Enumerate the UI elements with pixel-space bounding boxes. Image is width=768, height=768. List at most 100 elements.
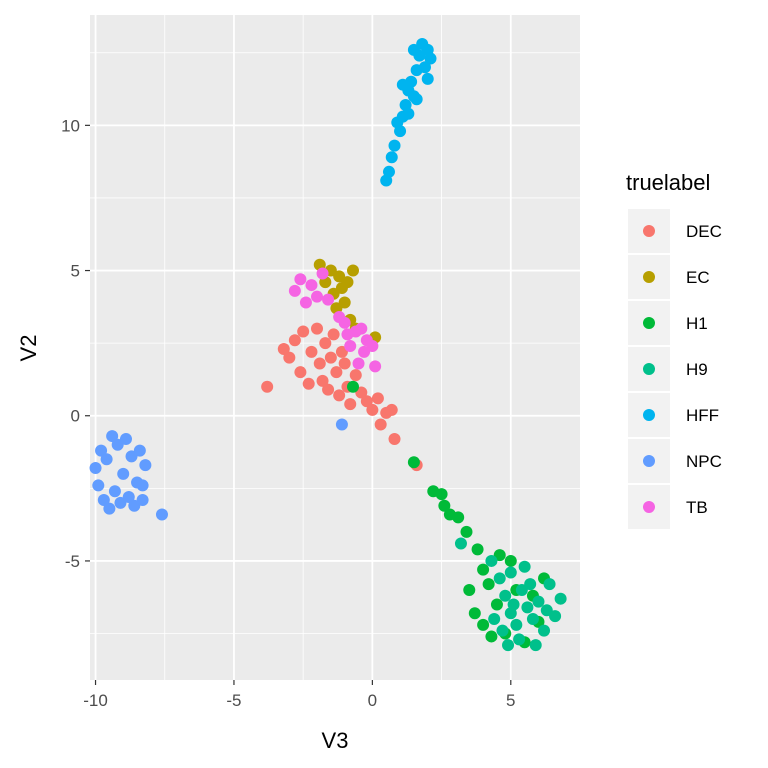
data-point (510, 618, 523, 631)
data-point (97, 493, 110, 506)
data-point (391, 116, 404, 129)
data-point (95, 444, 108, 457)
data-point (355, 322, 368, 335)
data-point (366, 403, 379, 416)
data-point (493, 549, 506, 562)
series-tb (288, 267, 382, 373)
series-hff (380, 38, 437, 187)
legend-swatch-tb (643, 501, 655, 513)
data-point (549, 610, 562, 623)
legend-label-dec: DEC (686, 222, 722, 241)
data-point (396, 78, 409, 91)
data-point (532, 595, 545, 608)
legend-label-hff: HFF (686, 406, 719, 425)
data-point (333, 270, 346, 283)
data-point (106, 430, 119, 443)
data-point (374, 418, 387, 431)
data-point (294, 366, 307, 379)
data-point (463, 583, 476, 596)
data-point (114, 496, 127, 509)
series-h1 (346, 380, 551, 649)
data-point (538, 624, 551, 637)
data-point (338, 357, 351, 370)
legend-swatch-h9 (643, 363, 655, 375)
data-point (477, 618, 490, 631)
legend-label-h1: H1 (686, 314, 708, 333)
data-point (311, 322, 324, 335)
data-point (540, 604, 553, 617)
data-point (313, 357, 326, 370)
data-point (521, 601, 534, 614)
data-points (89, 38, 567, 652)
data-point (330, 366, 343, 379)
data-point (261, 380, 274, 393)
data-point (496, 624, 509, 637)
legend-label-npc: NPC (686, 452, 722, 471)
data-point (133, 444, 146, 457)
data-point (283, 351, 296, 364)
data-point (302, 377, 315, 390)
data-point (518, 560, 531, 573)
data-point (349, 369, 362, 382)
data-point (524, 578, 537, 591)
data-point (277, 342, 290, 355)
data-point (100, 453, 113, 466)
data-point (122, 491, 135, 504)
data-point (493, 572, 506, 585)
data-point (488, 613, 501, 626)
data-point (385, 403, 398, 416)
data-point (477, 563, 490, 576)
data-point (554, 592, 567, 605)
data-point (322, 383, 335, 396)
data-point (335, 418, 348, 431)
data-point (341, 276, 354, 289)
legend-label-h9: H9 (686, 360, 708, 379)
y-tick-label: -5 (65, 552, 80, 571)
data-point (316, 374, 329, 387)
data-point (410, 93, 423, 106)
data-point (515, 583, 528, 596)
data-point (388, 432, 401, 445)
series-h9 (454, 537, 567, 652)
data-point (155, 508, 168, 521)
y-tick-label: 0 (71, 407, 80, 426)
data-point (485, 630, 498, 643)
data-point (338, 296, 351, 309)
data-point (117, 467, 130, 480)
data-point (136, 493, 149, 506)
data-point (297, 325, 310, 338)
data-point (316, 267, 329, 280)
legend: truelabel DEC EC H1 H9 HFF NPC TB (626, 170, 722, 529)
data-point (344, 398, 357, 411)
x-tick-label: 0 (368, 691, 377, 710)
data-point (407, 43, 420, 56)
legend-label-tb: TB (686, 498, 708, 517)
data-point (346, 380, 359, 393)
data-point (421, 43, 434, 56)
y-axis-title: V2 (16, 335, 41, 362)
data-point (371, 392, 384, 405)
x-tick-label: 5 (506, 691, 515, 710)
data-point (454, 537, 467, 550)
data-point (92, 479, 105, 492)
data-point (346, 264, 359, 277)
y-tick-label: 5 (71, 262, 80, 281)
data-point (526, 613, 539, 626)
data-point (502, 639, 515, 652)
data-point (485, 554, 498, 567)
series-dec (261, 322, 423, 472)
x-axis-title: V3 (322, 728, 349, 753)
data-point (319, 337, 332, 350)
data-point (460, 525, 473, 538)
data-point (468, 607, 481, 620)
x-tick-label: -10 (83, 691, 108, 710)
data-point (358, 345, 371, 358)
data-point (89, 462, 102, 475)
data-point (322, 293, 335, 306)
legend-items: DEC EC H1 H9 HFF NPC TB (628, 209, 722, 529)
legend-swatch-npc (643, 455, 655, 467)
data-point (288, 334, 301, 347)
x-tick-label: -5 (226, 691, 241, 710)
data-point (108, 485, 121, 498)
